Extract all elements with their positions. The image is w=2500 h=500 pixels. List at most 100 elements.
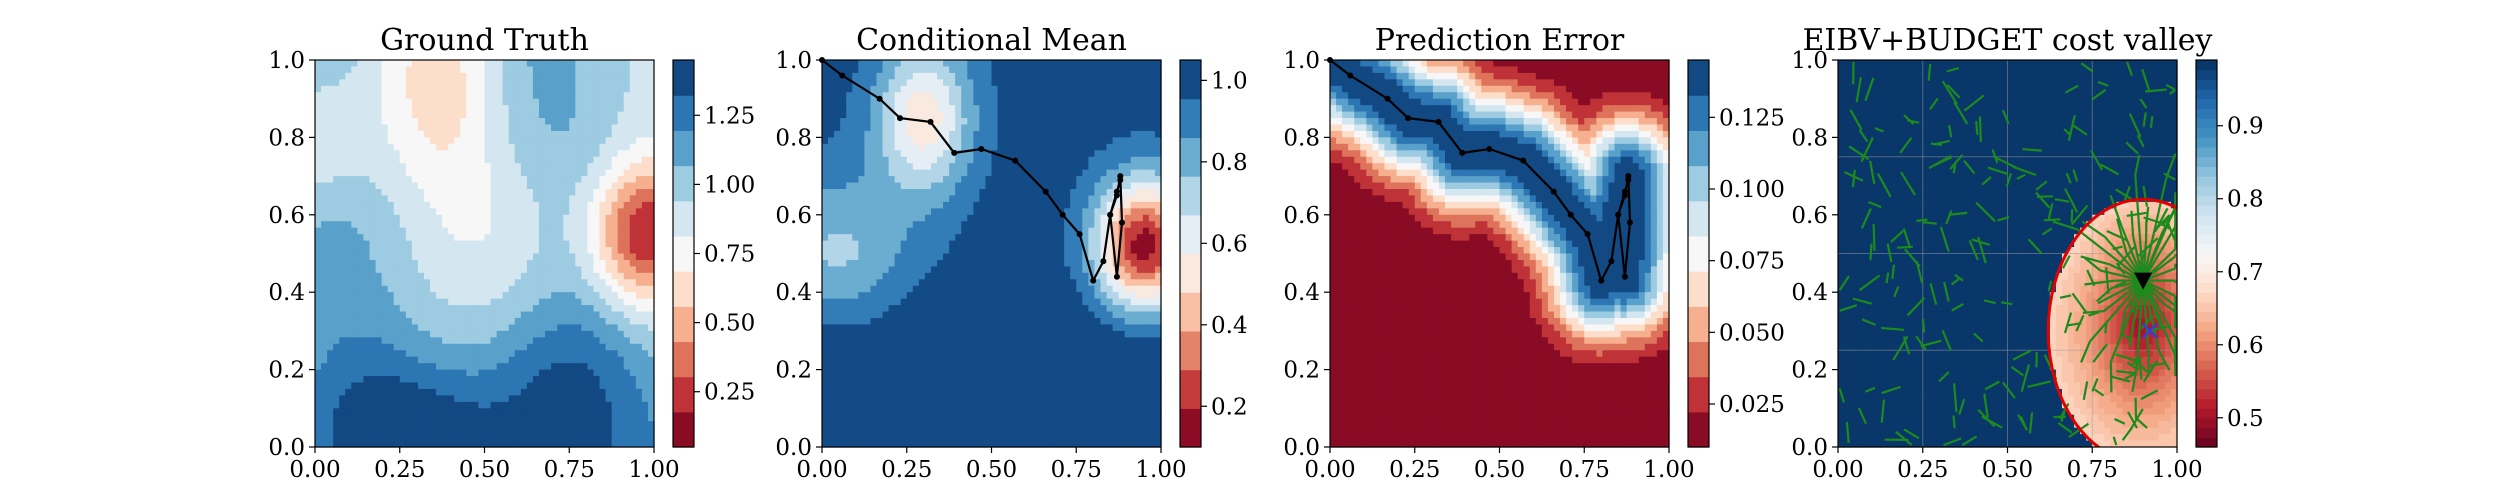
heatmap-cell: [423, 247, 431, 255]
heatmap-cell: [545, 324, 552, 332]
heatmap-cell: [454, 330, 461, 338]
heatmap-cell: [490, 292, 498, 300]
heatmap-cell: [333, 253, 340, 261]
heatmap-cell: [436, 388, 443, 396]
heatmap-cell: [599, 92, 607, 100]
heatmap-cell: [436, 85, 443, 93]
heatmap-cell: [405, 427, 413, 435]
heatmap-cell: [545, 272, 552, 280]
heatmap-cell: [1015, 214, 1023, 222]
heatmap-cell: [460, 311, 467, 319]
heatmap-cell: [1112, 92, 1120, 100]
heatmap-cell: [514, 434, 522, 442]
heatmap-cell: [1094, 189, 1102, 197]
heatmap-cell: [575, 111, 582, 119]
heatmap-cell: [617, 414, 625, 422]
heatmap-cell: [1106, 79, 1114, 87]
heatmap-cell: [581, 176, 589, 184]
heatmap-cell: [327, 221, 334, 229]
heatmap-cell: [472, 311, 480, 319]
heatmap-cell: [629, 318, 637, 326]
heatmap-cell: [315, 324, 322, 332]
heatmap-cell: [448, 292, 455, 300]
heatmap-cell: [985, 227, 993, 235]
heatmap-cell: [605, 318, 613, 326]
heatmap-cell: [617, 324, 625, 332]
heatmap-cell: [490, 208, 498, 216]
heatmap-cell: [363, 72, 371, 80]
heatmap-cell: [1021, 176, 1029, 184]
heatmap-cell: [997, 72, 1005, 80]
heatmap-cell: [538, 272, 546, 280]
heatmap-cell: [526, 414, 534, 422]
heatmap-cell: [1148, 105, 1156, 113]
heatmap-cell: [575, 221, 582, 229]
heatmap-cell: [575, 156, 582, 164]
heatmap-cell: [563, 414, 570, 422]
heatmap-cell: [1124, 98, 1132, 106]
heatmap-cell: [617, 240, 625, 248]
heatmap-cell: [611, 163, 619, 171]
heatmap-cell: [478, 214, 486, 222]
heatmap-cell: [454, 79, 461, 87]
heatmap-cell: [882, 214, 890, 222]
heatmap-cell: [575, 330, 582, 338]
heatmap-cell: [1088, 150, 1096, 158]
heatmap-cell: [381, 324, 389, 332]
heatmap-cell: [430, 330, 437, 338]
heatmap-cell: [900, 201, 908, 209]
heatmap-cell: [411, 395, 419, 403]
heatmap-cell: [387, 292, 395, 300]
heatmap-cell: [822, 214, 829, 222]
heatmap-cell: [436, 124, 443, 132]
heatmap-cell: [611, 208, 619, 216]
heatmap-cell: [351, 118, 358, 126]
heatmap-cell: [472, 189, 480, 197]
heatmap-cell: [405, 247, 413, 255]
heatmap-cell: [943, 79, 950, 87]
heatmap-cell: [363, 369, 371, 377]
heatmap-cell: [1136, 176, 1144, 184]
heatmap-cell: [1039, 176, 1047, 184]
heatmap-cell: [321, 66, 328, 74]
colorbar-tick-label: 0.25: [704, 380, 755, 406]
heatmap-cell: [490, 259, 498, 267]
heatmap-cell: [327, 195, 334, 203]
heatmap-cell: [460, 382, 467, 390]
heatmap-cell: [375, 176, 383, 184]
heatmap-cell: [599, 195, 607, 203]
heatmap-cell: [1052, 195, 1059, 203]
heatmap-cell: [629, 259, 637, 267]
heatmap-cell: [460, 240, 467, 248]
heatmap-cell: [327, 427, 334, 435]
heatmap-cell: [1009, 72, 1017, 80]
heatmap-cell: [605, 395, 613, 403]
subplot-title: Ground Truth: [380, 23, 589, 58]
heatmap-cell: [629, 343, 637, 351]
heatmap-cell: [937, 150, 944, 158]
y-tick-label: 0.0: [268, 435, 305, 461]
heatmap-cell: [1039, 137, 1047, 145]
heatmap-cell: [864, 79, 872, 87]
heatmap-cell: [557, 98, 564, 106]
heatmap-cell: [369, 421, 377, 429]
heatmap-cell: [423, 214, 431, 222]
heatmap-cell: [339, 401, 346, 409]
x-tick-label: 1.00: [628, 457, 679, 483]
heatmap-cell: [520, 124, 528, 132]
heatmap-cell: [870, 118, 878, 126]
heatmap-cell: [1136, 111, 1144, 119]
heatmap-cell: [538, 382, 546, 390]
heatmap-cell: [930, 214, 938, 222]
heatmap-cell: [1039, 98, 1047, 106]
heatmap-cell: [858, 150, 865, 158]
heatmap-cell: [635, 227, 643, 235]
heatmap-cell: [641, 85, 649, 93]
heatmap-cell: [538, 298, 546, 306]
heatmap-cell: [943, 66, 950, 74]
heatmap-cell: [961, 66, 968, 74]
heatmap-cell: [575, 427, 582, 435]
heatmap-cell: [417, 60, 425, 68]
heatmap-cell: [496, 388, 504, 396]
heatmap-cell: [617, 137, 625, 145]
